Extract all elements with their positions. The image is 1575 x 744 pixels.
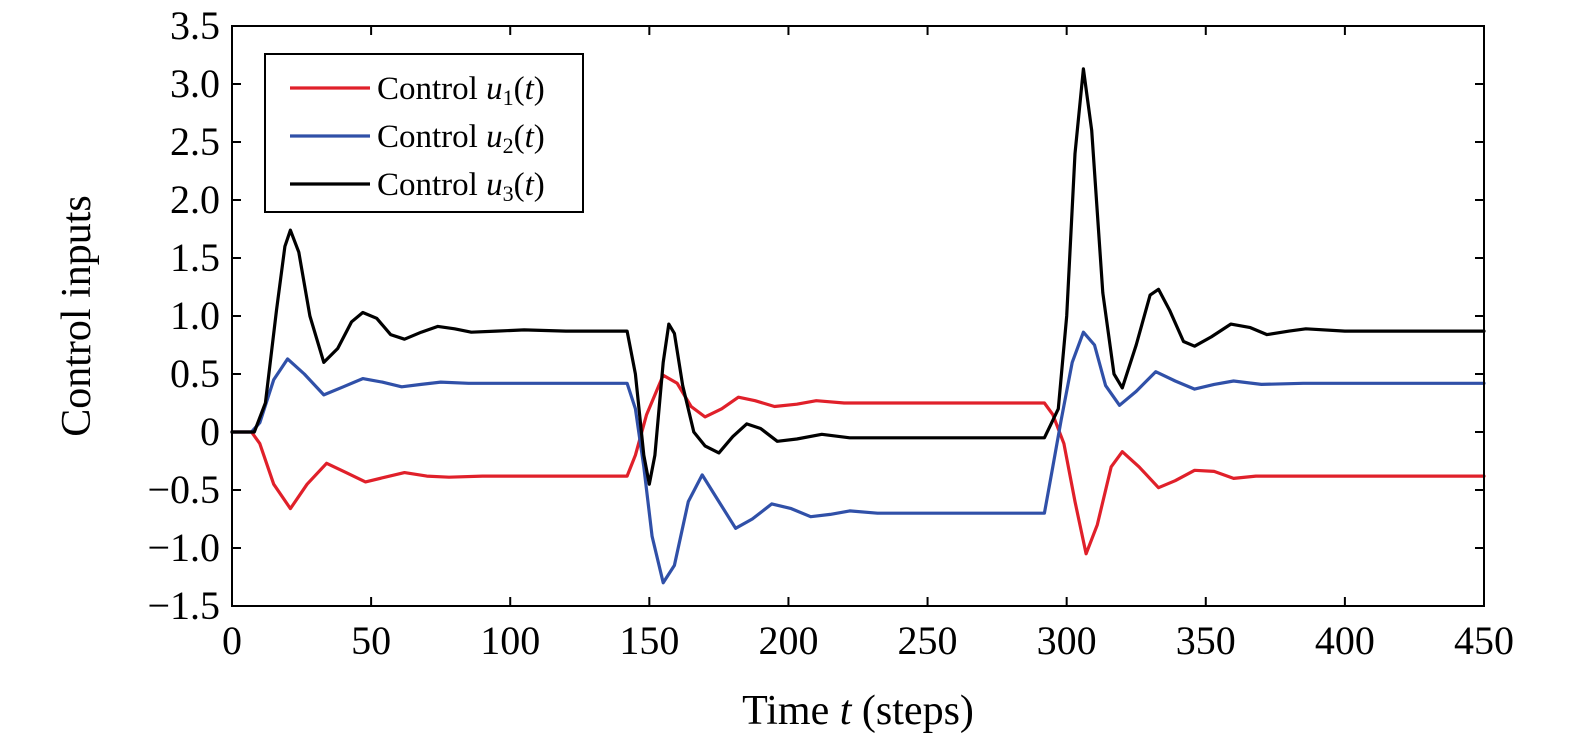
x-axis-label: Time t (steps) (742, 688, 974, 734)
y-tick-label: 2.5 (170, 119, 220, 164)
legend: Control u1(t) Control u2(t) Control u3(t) (264, 53, 584, 213)
y-tick-label: −0.5 (147, 467, 220, 512)
x-tick-label: 400 (1315, 618, 1375, 663)
series-layer (230, 67, 1486, 585)
y-tick-label: 2.0 (170, 177, 220, 222)
y-axis-tick-labels: −1.5 −1.0 −0.5 0 0.5 1.0 1.5 2.0 2.5 3.0 3.5 (147, 3, 220, 628)
x-tick-label: 100 (480, 618, 540, 663)
y-tick-label: 0.5 (170, 351, 220, 396)
legend-entries: Control u1(t) Control u2(t) Control u3(t) (290, 71, 545, 206)
y-axis-label: Control inputs (54, 195, 100, 437)
y-tick-label: −1.0 (147, 525, 220, 570)
x-axis-label-suffix: (steps) (851, 688, 973, 734)
x-axis-tick-labels: 0 50 100 150 200 250 300 350 400 450 (222, 618, 1514, 663)
y-tick-label: −1.5 (147, 583, 220, 628)
x-tick-label: 350 (1176, 618, 1236, 663)
y-tick-label: 3.5 (170, 3, 220, 48)
x-tick-label: 150 (619, 618, 679, 663)
x-tick-label: 0 (222, 618, 242, 663)
y-axis-ticks (232, 25, 1484, 607)
x-tick-label: 250 (898, 618, 958, 663)
y-tick-label: 0 (200, 409, 220, 454)
series-line-u3 (230, 67, 1486, 486)
x-tick-label: 200 (758, 618, 818, 663)
series-line-u1 (230, 373, 1486, 556)
x-tick-label: 50 (351, 618, 391, 663)
x-axis-label-variable: t (840, 688, 853, 734)
y-tick-label: 3.0 (170, 61, 220, 106)
legend-label-u1: Control u1(t) (377, 71, 545, 110)
x-tick-label: 300 (1037, 618, 1097, 663)
series-line-u2 (230, 330, 1486, 585)
y-tick-label: 1.5 (170, 235, 220, 280)
x-axis-ticks (231, 26, 1485, 606)
legend-box (264, 53, 584, 213)
x-axis-label-prefix: Time (742, 688, 840, 734)
legend-label-u3: Control u3(t) (377, 167, 545, 206)
legend-label-u2: Control u2(t) (377, 119, 545, 158)
y-tick-label: 1.0 (170, 293, 220, 338)
x-tick-label: 450 (1454, 618, 1514, 663)
